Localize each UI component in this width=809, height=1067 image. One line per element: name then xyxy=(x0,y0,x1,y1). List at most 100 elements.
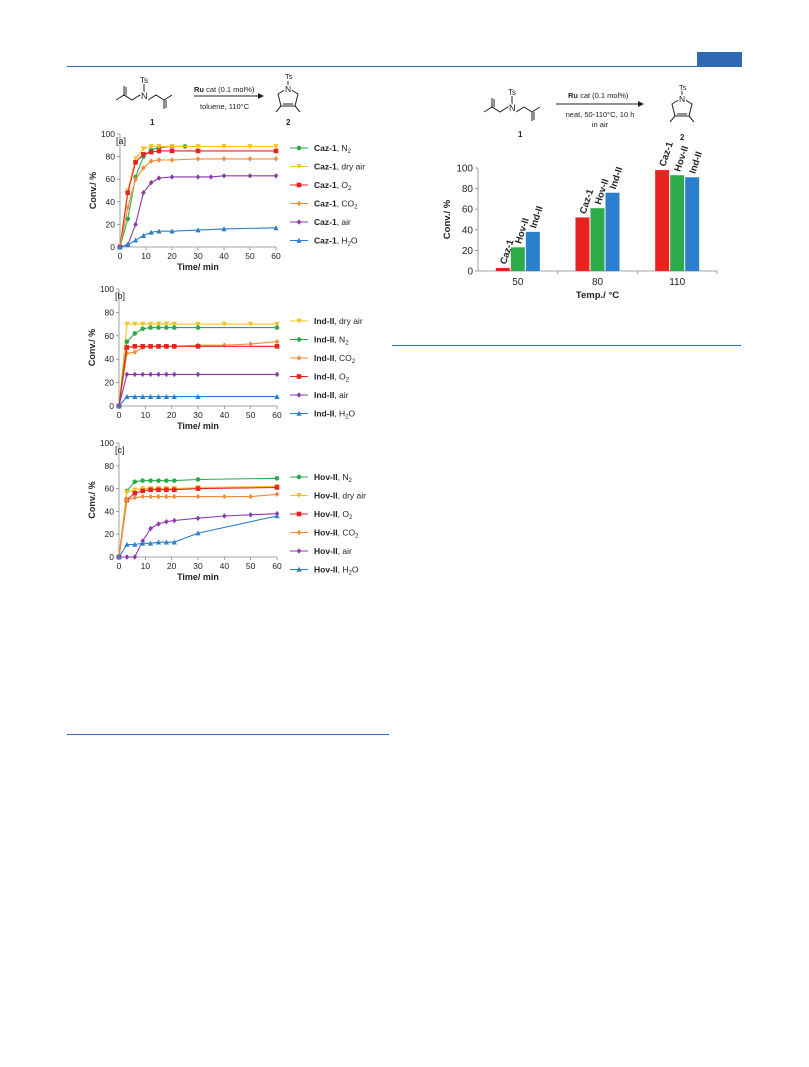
data-point xyxy=(172,478,177,483)
data-point xyxy=(155,321,162,327)
y-tick-label: 0 xyxy=(109,552,114,562)
data-point xyxy=(125,242,131,248)
x-tick-label: 20 xyxy=(167,251,177,261)
data-point xyxy=(273,173,279,179)
data-point xyxy=(164,343,169,350)
left-column-rule xyxy=(67,734,389,735)
x-axis-label: Temp./ °C xyxy=(576,290,619,301)
data-point xyxy=(140,540,146,546)
data-point xyxy=(156,371,161,378)
legend-label: Hov-II, dry air xyxy=(314,491,366,501)
x-tick-label: 50 xyxy=(246,410,256,420)
data-point xyxy=(171,539,177,545)
y-tick-label: 60 xyxy=(106,174,116,184)
data-point xyxy=(132,487,138,493)
y-tick-label: 0 xyxy=(467,267,473,278)
series-line xyxy=(118,486,278,558)
bar xyxy=(655,170,670,271)
line-panel-3: 0 20 40 60 80 100 0 10 20 30 40 50 60 Time/ min Conv./… xyxy=(87,438,366,582)
legend-label: Hov-II, CO2 xyxy=(314,528,359,540)
data-point xyxy=(156,145,162,150)
x-tick-label: 50 xyxy=(246,561,256,571)
data-point xyxy=(141,165,146,171)
data-point xyxy=(171,486,177,492)
data-point xyxy=(195,493,201,500)
series-line xyxy=(119,158,276,248)
data-point xyxy=(124,541,130,547)
legend-marker xyxy=(296,548,302,554)
data-point xyxy=(133,156,139,162)
data-point xyxy=(148,149,154,155)
data-point xyxy=(148,371,153,378)
data-point xyxy=(274,510,280,517)
data-point xyxy=(117,244,123,250)
data-point xyxy=(156,148,162,154)
data-point xyxy=(116,403,122,409)
legend-marker xyxy=(296,529,302,536)
y-tick-label: 80 xyxy=(106,152,116,162)
data-point xyxy=(133,159,138,165)
data-point xyxy=(156,493,161,500)
y-axis-label: Conv./ % xyxy=(87,329,97,366)
x-tick-label: 0 xyxy=(117,410,122,420)
data-point xyxy=(156,487,161,493)
data-point xyxy=(156,157,162,163)
bar xyxy=(685,177,700,271)
data-point xyxy=(116,554,122,560)
series-line xyxy=(118,373,277,407)
x-tick-label: 50 xyxy=(512,277,524,288)
data-point xyxy=(221,144,227,150)
data-point xyxy=(169,144,175,149)
data-point xyxy=(195,342,201,348)
x-tick-label: 20 xyxy=(167,410,177,420)
data-point xyxy=(148,486,154,492)
data-point xyxy=(124,350,130,357)
data-point xyxy=(116,403,122,409)
x-axis-label: Time/ min xyxy=(177,572,219,582)
data-point xyxy=(274,485,280,490)
header-tab-box xyxy=(697,52,742,66)
data-point xyxy=(140,344,145,349)
data-point xyxy=(140,393,146,399)
data-point xyxy=(195,486,201,491)
data-point xyxy=(164,487,169,493)
product-n-label: N xyxy=(679,94,685,104)
series-line xyxy=(119,145,276,248)
y-tick-label: 60 xyxy=(105,484,115,494)
data-point xyxy=(164,371,169,378)
legend-label: Caz-1, air xyxy=(314,217,351,227)
series-5: Ind-II, air xyxy=(116,371,349,409)
ts-label: Ts xyxy=(140,76,148,85)
series-line xyxy=(119,175,276,248)
y-tick-label: 0 xyxy=(110,242,115,252)
data-point xyxy=(148,158,154,164)
legend-marker xyxy=(296,374,302,379)
data-point xyxy=(273,225,279,231)
y-tick-label: 100 xyxy=(100,284,114,294)
data-point xyxy=(195,156,201,162)
legend-marker xyxy=(296,237,302,243)
y-tick-label: 60 xyxy=(462,205,474,216)
legend-marker xyxy=(296,145,302,151)
legend-label: Caz-1, H2O xyxy=(314,236,358,248)
data-point xyxy=(117,244,123,250)
arrow-head xyxy=(638,101,644,107)
data-point xyxy=(163,393,169,399)
data-point xyxy=(274,393,280,399)
substrate-number: 1 xyxy=(518,130,523,139)
series-3: Ind-II, CO2 xyxy=(116,338,356,409)
y-tick-label: 40 xyxy=(462,225,474,236)
legend-label: Caz-1, O2 xyxy=(314,180,352,192)
data-point xyxy=(156,344,161,349)
data-point xyxy=(148,179,154,186)
x-axis-label: Time/ min xyxy=(177,421,219,431)
data-point xyxy=(163,321,169,327)
legend-marker xyxy=(296,566,302,572)
data-point xyxy=(133,174,138,180)
data-point xyxy=(132,541,138,547)
series-2: Hov-II, dry air xyxy=(116,484,366,560)
legend-marker xyxy=(296,511,302,517)
series-line xyxy=(118,477,278,558)
y-axis-label: Conv./ % xyxy=(442,199,453,239)
data-point xyxy=(273,148,279,154)
